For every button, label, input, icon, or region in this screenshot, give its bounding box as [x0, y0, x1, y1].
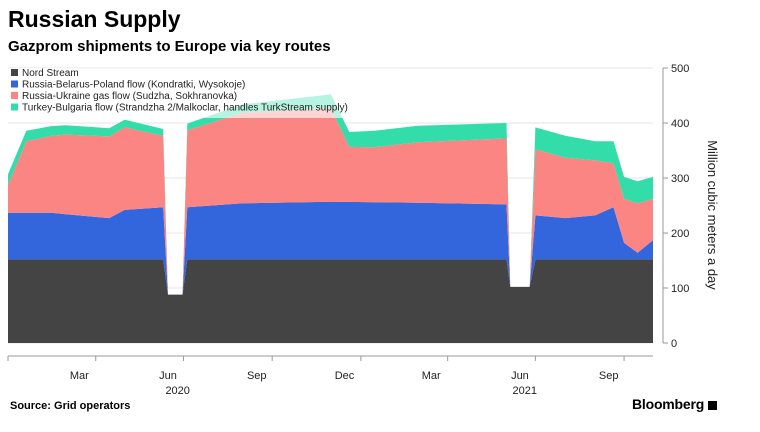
- brand-text: Bloomberg: [632, 396, 705, 412]
- source-note: Source: Grid operators: [10, 400, 131, 412]
- legend-swatch: [11, 69, 18, 76]
- chart-subtitle: Gazprom shipments to Europe via key rout…: [8, 38, 331, 55]
- legend-swatch: [11, 92, 18, 99]
- x-tick-label: Dec: [335, 370, 355, 382]
- y-tick-label: 500: [671, 63, 689, 75]
- bloomberg-logo: Bloomberg: [632, 396, 718, 412]
- legend-label: Russia-Ukraine gas flow (Sudzha, Sokhran…: [22, 91, 237, 102]
- legend-label: Nord Stream: [22, 68, 79, 79]
- area-nord: [8, 259, 653, 343]
- y-tick-label: 300: [671, 173, 689, 185]
- legend-swatch: [11, 103, 18, 111]
- area-russia-ukraine: [8, 108, 653, 295]
- x-tick-label: Mar: [422, 370, 441, 382]
- y-tick-label: 0: [671, 338, 677, 350]
- x-tick-label: Sep: [599, 370, 619, 382]
- x-tick-label: Jun: [159, 370, 177, 382]
- x-year-label: 2021: [513, 385, 537, 397]
- stacked-areas: [8, 94, 653, 343]
- x-year-label: 2020: [165, 385, 189, 397]
- y-axis: 0 100 200 300 400 500: [662, 63, 689, 350]
- x-tick-label: Mar: [70, 370, 89, 382]
- y-tick-label: 200: [671, 228, 689, 240]
- legend-swatch: [11, 80, 18, 88]
- x-axis: Mar Jun Sep Dec Mar Jun Sep 2020 2021: [7, 355, 653, 397]
- legend-label: Russia-Belarus-Poland flow (Kondratki, W…: [22, 80, 245, 91]
- chart-title: Russian Supply: [8, 6, 181, 32]
- area-russia-belarus-poland: [8, 201, 653, 295]
- x-tick-label: Sep: [247, 370, 267, 382]
- brand-square-icon: [708, 401, 718, 410]
- y-tick-label: 400: [671, 118, 689, 130]
- y-tick-label: 100: [671, 283, 689, 295]
- y-axis-label: Million cubic meters a day: [705, 140, 720, 290]
- x-tick-label: Jun: [511, 370, 529, 382]
- legend-label: Turkey-Bulgaria flow (Strandzha 2/Malkoc…: [22, 103, 348, 114]
- legend-background: [8, 68, 400, 118]
